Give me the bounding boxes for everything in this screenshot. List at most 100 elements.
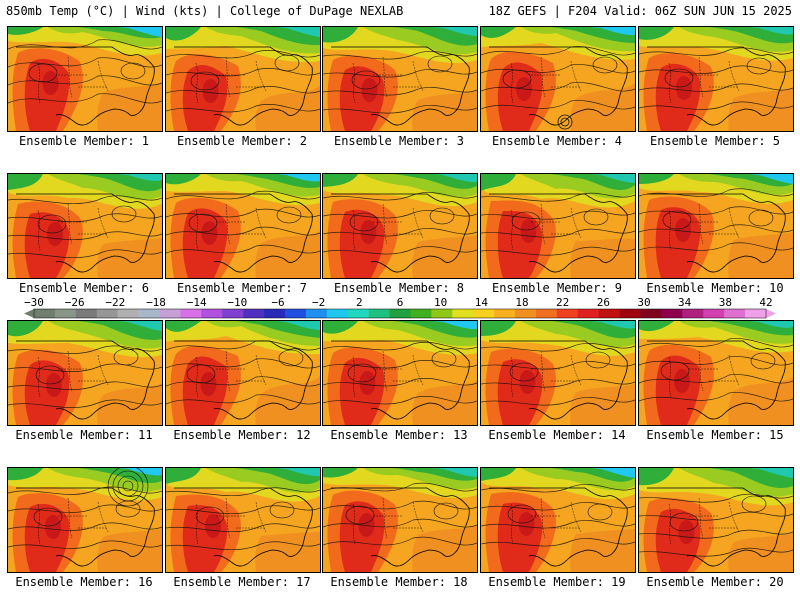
- colorbar-segment: [389, 309, 411, 318]
- colorbar-segment: [682, 309, 704, 318]
- ensemble-member-label: Ensemble Member: 18: [330, 575, 468, 589]
- colorbar-segment: [180, 309, 202, 318]
- ensemble-map-panel: [322, 320, 478, 426]
- colorbar-right-arrow: [766, 309, 776, 318]
- colorbar-segment: [117, 309, 139, 318]
- colorbar-segment: [326, 309, 349, 318]
- ensemble-map-panel: [165, 26, 321, 132]
- ensemble-member-label: Ensemble Member: 3: [333, 134, 465, 148]
- ensemble-member-label: Ensemble Member: 1: [18, 134, 150, 148]
- colorbar-tick-label: −22: [105, 296, 125, 309]
- colorbar-outline: [33, 308, 767, 319]
- colorbar-tick-label: 14: [475, 296, 489, 309]
- ensemble-member-label: Ensemble Member: 5: [649, 134, 781, 148]
- colorbar-segment: [515, 309, 537, 318]
- colorbar-segment: [138, 309, 160, 318]
- ensemble-map-panel: [165, 467, 321, 573]
- colorbar-segment: [473, 309, 495, 318]
- colorbar-segment: [703, 309, 725, 318]
- colorbar-segment: [243, 309, 265, 318]
- colorbar-segment: [556, 309, 579, 318]
- ensemble-map-panel: [165, 320, 321, 426]
- ensemble-map-panel: [7, 467, 163, 573]
- colorbar-segment: [34, 309, 56, 318]
- colorbar-segment: [201, 309, 223, 318]
- colorbar-segment: [598, 309, 620, 318]
- ensemble-map-panel: [7, 26, 163, 132]
- colorbar-segment: [619, 309, 641, 318]
- colorbar-tick-label: −18: [146, 296, 166, 309]
- colorbar-tick-label: 26: [597, 296, 610, 309]
- ensemble-map-panel: [322, 467, 478, 573]
- ensemble-member-label: Ensemble Member: 20: [646, 575, 784, 589]
- colorbar-tick-label: 6: [397, 296, 404, 309]
- ensemble-member-label: Ensemble Member: 16: [15, 575, 153, 589]
- colorbar-segment: [54, 309, 77, 318]
- ensemble-member-label: Ensemble Member: 17: [173, 575, 311, 589]
- colorbar-tick-label: 10: [434, 296, 447, 309]
- ensemble-member-label: Ensemble Member: 14: [488, 428, 626, 442]
- colorbar-tick-label: 30: [637, 296, 650, 309]
- colorbar-segment: [494, 309, 516, 318]
- ensemble-member-label: Ensemble Member: 12: [173, 428, 311, 442]
- colorbar-segment: [159, 309, 181, 318]
- temperature-colorbar: −30 −26 −22 −18 −14 −10 −6 −2 2 6 10 14 18 22 26 30 34 38…: [24, 296, 776, 319]
- ensemble-map-panel: [480, 173, 636, 279]
- colorbar-tick-label: −26: [65, 296, 85, 309]
- colorbar-tick-label: −30: [24, 296, 44, 309]
- colorbar-tick-label: 22: [556, 296, 569, 309]
- colorbar-segment: [452, 309, 474, 318]
- colorbar-segment: [535, 309, 558, 318]
- ensemble-map-panel: [480, 320, 636, 426]
- ensemble-map-panel: [7, 320, 163, 426]
- ensemble-member-label: Ensemble Member: 13: [330, 428, 468, 442]
- colorbar-segment: [410, 309, 432, 318]
- valid-time: 18Z GEFS | F204 Valid: 06Z SUN JUN 15 20…: [488, 4, 792, 18]
- colorbar-segment: [431, 309, 453, 318]
- ensemble-map-panel: [638, 173, 794, 279]
- ensemble-member-label: Ensemble Member: 8: [333, 281, 465, 295]
- colorbar-segment: [577, 309, 599, 318]
- ensemble-member-label: Ensemble Member: 4: [491, 134, 623, 148]
- colorbar-segment: [222, 309, 244, 318]
- ensemble-map-panel: [7, 173, 163, 279]
- colorbar-tick-label: −6: [271, 296, 284, 309]
- ensemble-map-panel: [480, 26, 636, 132]
- ensemble-map-panel: [638, 320, 794, 426]
- colorbar-segment: [284, 309, 307, 318]
- colorbar-tick-label: 18: [515, 296, 528, 309]
- colorbar-tick-label: 34: [678, 296, 692, 309]
- colorbar-left-arrow: [24, 309, 34, 318]
- ensemble-member-label: Ensemble Member: 6: [18, 281, 150, 295]
- ensemble-member-label: Ensemble Member: 2: [176, 134, 308, 148]
- ensemble-member-label: Ensemble Member: 19: [488, 575, 626, 589]
- ensemble-member-label: Ensemble Member: 9: [491, 281, 623, 295]
- colorbar-tick-label: −10: [227, 296, 247, 309]
- ensemble-map-panel: [638, 467, 794, 573]
- map-title: 850mb Temp (°C) | Wind (kts) | College o…: [6, 4, 404, 18]
- colorbar-segment: [305, 309, 328, 318]
- colorbar-segment: [368, 309, 390, 318]
- ensemble-member-label: Ensemble Member: 15: [646, 428, 784, 442]
- colorbar-segment: [745, 309, 767, 318]
- ensemble-member-label: Ensemble Member: 7: [176, 281, 308, 295]
- colorbar-tick-label: −14: [187, 296, 207, 309]
- colorbar-segment: [347, 309, 369, 318]
- colorbar-segment: [661, 309, 683, 318]
- colorbar-segment: [264, 309, 286, 318]
- ensemble-map-panel: [165, 173, 321, 279]
- colorbar-segment: [75, 309, 98, 318]
- colorbar-tick-label: 2: [356, 296, 363, 309]
- ensemble-member-label: Ensemble Member: 11: [15, 428, 153, 442]
- colorbar-tick-label: 38: [719, 296, 732, 309]
- ensemble-map-panel: [638, 26, 794, 132]
- colorbar-tick-label: −2: [312, 296, 325, 309]
- ensemble-map-panel: [322, 173, 478, 279]
- colorbar-tick-label: 42: [759, 296, 772, 309]
- ensemble-member-label: Ensemble Member: 10: [646, 281, 784, 295]
- ensemble-map-panel: [480, 467, 636, 573]
- ensemble-map-panel: [322, 26, 478, 132]
- colorbar-segment: [96, 309, 118, 318]
- colorbar-segment: [640, 309, 662, 318]
- colorbar-segment: [724, 309, 746, 318]
